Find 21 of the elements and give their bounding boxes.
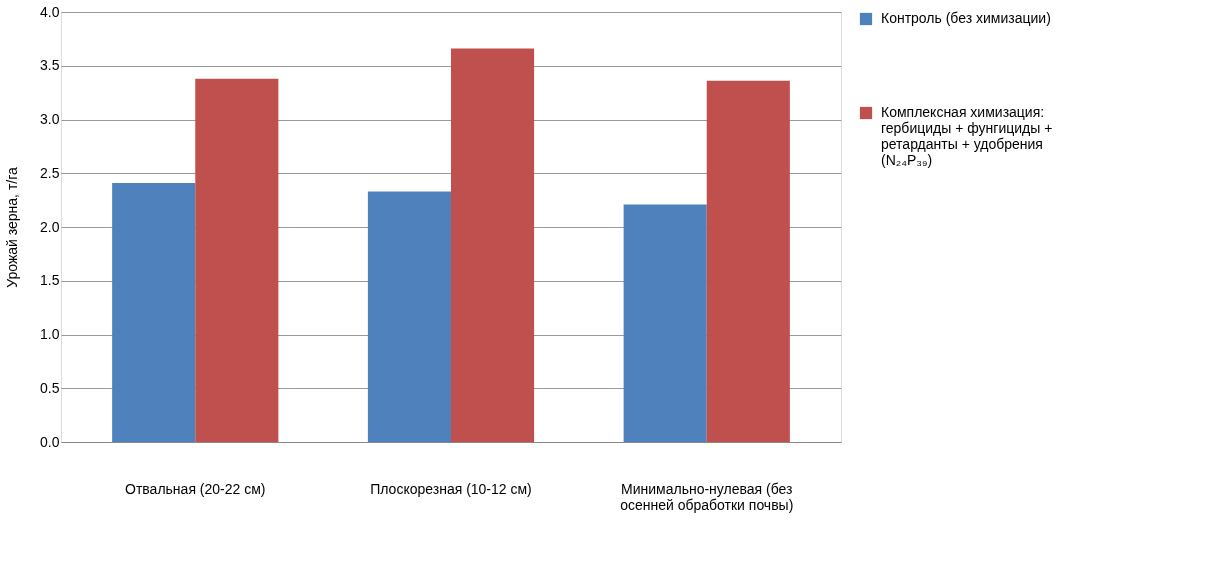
y-tick-label: 0.5: [40, 379, 60, 396]
x-tick-label: Минимально-нулевая (без осенней обработки почвы): [620, 480, 794, 513]
y-axis-title: Урожай зерна, т/га: [4, 167, 21, 288]
legend-label: Контроль (без химизации): [881, 10, 1051, 26]
bar: [706, 80, 790, 442]
y-tick-label: 3.0: [40, 111, 60, 127]
y-tick-label: 3.5: [40, 57, 60, 74]
bar: [623, 204, 707, 442]
bar: [451, 48, 535, 442]
y-tick-label: 4.0: [40, 3, 60, 20]
x-tick-label: Плоскорезная (10-12 см): [370, 480, 532, 497]
y-tick-label: 1.0: [40, 326, 60, 342]
bar: [195, 78, 279, 442]
bar: [367, 191, 451, 442]
y-tick-label: 2.0: [40, 218, 60, 235]
legend-label: Комплексная химизация: гербициды + фунгициды + ретарданты + удобрения (N₂₄P₃₉): [881, 104, 1053, 168]
y-tick-label: 1.5: [40, 272, 60, 289]
y-tick-label: 0.0: [40, 433, 60, 450]
x-tick-label: Отвальная (20-22 см): [125, 480, 266, 497]
y-tick-label: 2.5: [40, 164, 60, 181]
bar: [112, 182, 196, 442]
